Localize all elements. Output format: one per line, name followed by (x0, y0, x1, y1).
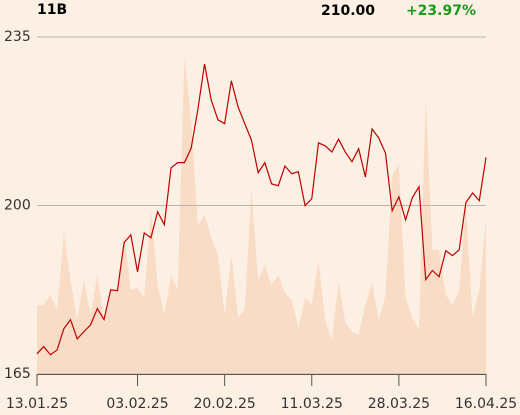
x-tick-label: 11.03.25 (281, 396, 343, 412)
ticker: 11B (37, 2, 67, 18)
x-tick-label: 16.04.25 (455, 396, 517, 412)
price-line (36, 63, 487, 356)
price: 210.00 (321, 3, 375, 19)
y-tick-label: 165 (4, 366, 31, 382)
y-tick-label: 235 (4, 29, 31, 45)
x-tick-label: 13.01.25 (6, 396, 68, 412)
x-tick-label: 03.02.25 (106, 396, 168, 412)
volume-area (37, 57, 486, 374)
change: +23.97% (406, 3, 476, 19)
x-tick-label: 28.03.25 (368, 396, 430, 412)
x-tick-label: 20.02.25 (193, 396, 255, 412)
y-tick-label: 200 (4, 198, 31, 214)
